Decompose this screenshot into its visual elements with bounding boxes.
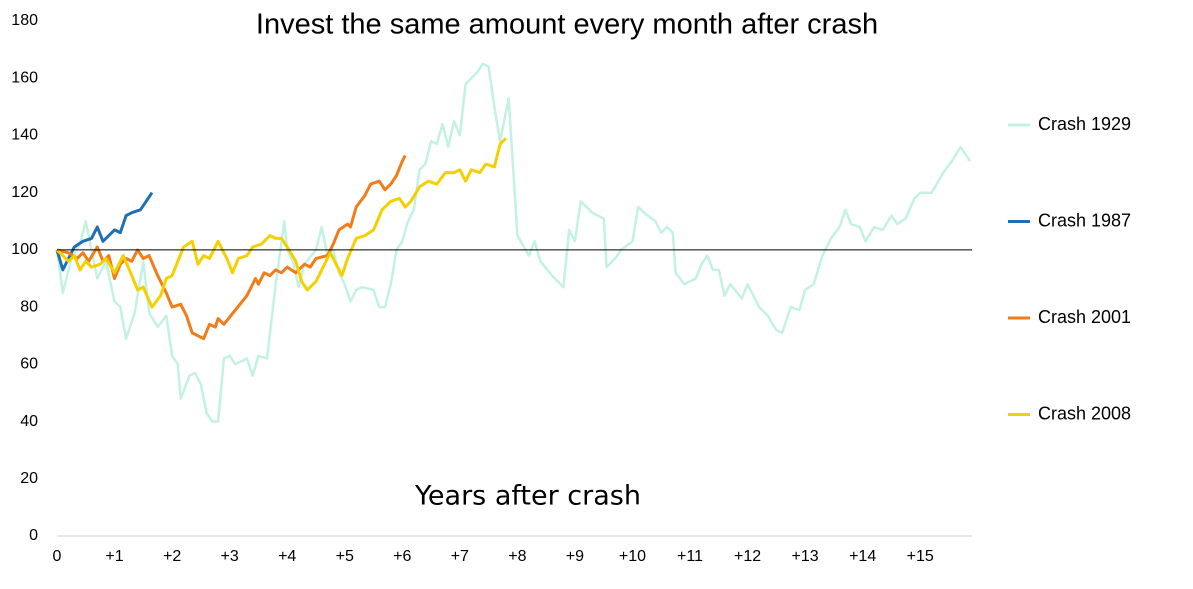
- x-axis-label: Years after crash: [414, 481, 641, 512]
- x-tick-label: +9: [566, 548, 584, 565]
- legend-label: Crash 2008: [1038, 403, 1131, 423]
- legend-label: Crash 2001: [1038, 307, 1131, 327]
- x-tick-label: 0: [53, 548, 62, 565]
- x-tick-label: +14: [849, 548, 876, 565]
- x-tick-label: +12: [734, 548, 761, 565]
- y-tick-label: 80: [20, 298, 38, 315]
- y-tick-label: 0: [29, 527, 38, 544]
- x-tick-label: +7: [451, 548, 469, 565]
- y-tick-label: 20: [20, 470, 38, 487]
- x-tick-label: +1: [105, 548, 123, 565]
- x-tick-label: +15: [907, 548, 934, 565]
- x-tick-label: +11: [677, 548, 703, 565]
- chart-title: Invest the same amount every month after…: [256, 9, 878, 41]
- series-line: [55, 62, 972, 423]
- y-tick-label: 40: [20, 413, 38, 430]
- y-tick-label: 100: [11, 241, 38, 258]
- x-tick-label: +10: [619, 548, 646, 565]
- series-line: [56, 154, 407, 341]
- y-tick-label: 160: [11, 69, 38, 86]
- y-tick-label: 60: [20, 356, 38, 373]
- x-tick-label: +6: [393, 548, 411, 565]
- series-line: [55, 191, 154, 272]
- x-tick-label: +3: [221, 548, 239, 565]
- legend-label: Crash 1987: [1038, 210, 1131, 230]
- x-tick-label: +2: [163, 548, 181, 565]
- series-line: [55, 137, 507, 309]
- x-tick-label: +13: [792, 548, 819, 565]
- legend-label: Crash 1929: [1038, 114, 1131, 134]
- x-tick-label: +8: [508, 548, 526, 565]
- y-tick-label: 180: [11, 12, 38, 29]
- y-tick-label: 120: [11, 184, 38, 201]
- x-tick-label: +4: [278, 548, 296, 565]
- y-tick-label: 140: [11, 127, 38, 144]
- x-tick-label: +5: [336, 548, 354, 565]
